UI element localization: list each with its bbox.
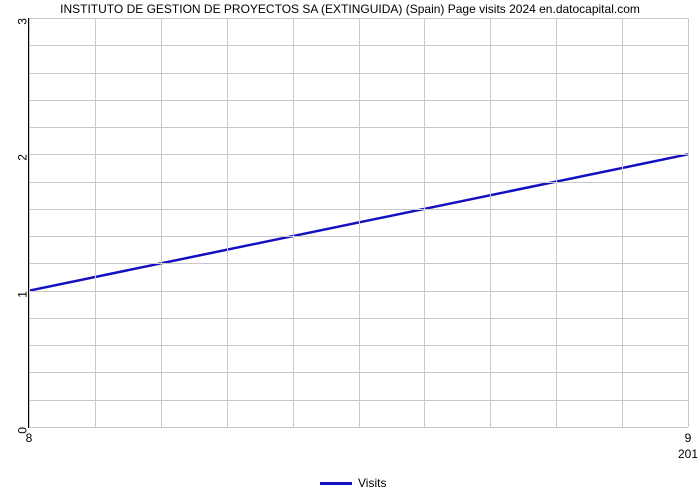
grid-line [293, 18, 294, 427]
grid-line [161, 18, 162, 427]
grid-line [29, 154, 688, 155]
grid-line [227, 18, 228, 427]
grid-line [29, 182, 688, 183]
grid-line [29, 318, 688, 319]
grid-line [29, 18, 30, 427]
y-tick-label: 1 [16, 291, 30, 298]
grid-line [622, 18, 623, 427]
x-secondary-label: 201 [678, 447, 698, 461]
grid-line [359, 18, 360, 427]
legend: Visits [320, 476, 386, 490]
y-tick-label: 2 [16, 154, 30, 161]
grid-line [29, 127, 688, 128]
grid-line [95, 18, 96, 427]
grid-line [29, 73, 688, 74]
grid-line [29, 400, 688, 401]
grid-line [29, 18, 688, 19]
x-tick-label: 9 [685, 431, 692, 445]
y-tick-label: 3 [16, 18, 30, 25]
grid-line [490, 18, 491, 427]
grid-line [29, 45, 688, 46]
legend-label: Visits [358, 476, 386, 490]
grid-line [29, 263, 688, 264]
legend-swatch [320, 482, 352, 485]
grid-line [29, 372, 688, 373]
grid-line [556, 18, 557, 427]
chart-title: INSTITUTO DE GESTION DE PROYECTOS SA (EX… [0, 2, 700, 16]
grid-line [29, 291, 688, 292]
x-tick-label: 8 [26, 431, 33, 445]
plot-area: 012389201 [28, 18, 688, 428]
grid-line [29, 236, 688, 237]
grid-line [29, 209, 688, 210]
grid-line [688, 18, 689, 427]
line-chart: INSTITUTO DE GESTION DE PROYECTOS SA (EX… [0, 0, 700, 500]
grid-line [29, 427, 688, 428]
grid-line [29, 345, 688, 346]
grid-line [29, 100, 688, 101]
grid-line [424, 18, 425, 427]
